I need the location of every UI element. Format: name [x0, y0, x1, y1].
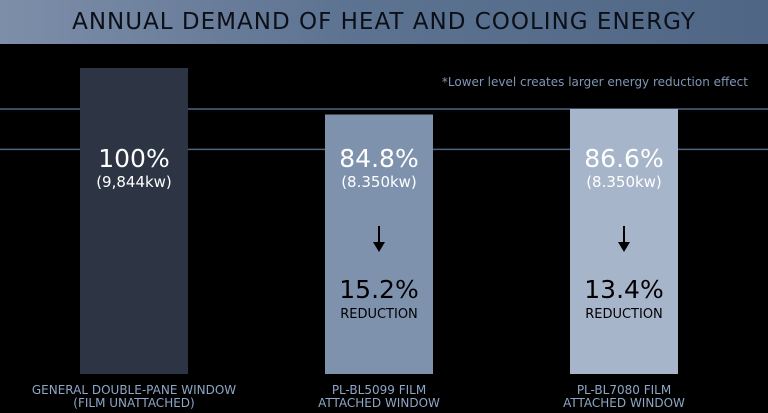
- bars-group: 100%(9,844kw)GENERAL DOUBLE-PANE WINDOW(…: [32, 68, 685, 410]
- bar-1: [80, 68, 188, 374]
- down-arrow-icon: [373, 226, 385, 252]
- chart-title: ANNUAL DEMAND OF HEAT AND COOLING ENERGY: [72, 9, 696, 35]
- chart-note: *Lower level creates larger energy reduc…: [442, 75, 748, 89]
- bar-group-1: 100%(9,844kw) GENERAL DOUBLE-PANE WINDOW(…: [32, 68, 236, 410]
- bar-group-2: 84.8%(8.350kw) 15.2% REDUCTION PL-BL5099 FI…: [318, 114, 440, 410]
- bar-kw-label-2: (8.350kw): [341, 173, 417, 191]
- category-label-1-line-2: (FILM UNATTACHED): [73, 396, 194, 410]
- category-label-1-line-1: GENERAL DOUBLE-PANE WINDOW: [32, 383, 236, 397]
- bar-chart: 100%(9,844kw)GENERAL DOUBLE-PANE WINDOW(…: [0, 68, 768, 410]
- reduction-percent-3: 13.4%: [584, 275, 663, 304]
- bar-kw-label-3: (8.350kw): [586, 173, 662, 191]
- reduction-label-3: REDUCTION: [585, 307, 663, 322]
- category-label-2-line-2: ATTACHED WINDOW: [318, 396, 440, 410]
- down-arrow-icon: [618, 226, 630, 252]
- chart-title-bar: ANNUAL DEMAND OF HEAT AND COOLING ENERGY: [0, 0, 768, 44]
- bar-value-label-3: 86.6%: [584, 144, 663, 173]
- bar-value-label-2: 84.8%: [339, 144, 418, 173]
- category-label-3-line-2: ATTACHED WINDOW: [563, 396, 685, 410]
- reduction-label-2: REDUCTION: [340, 307, 418, 322]
- bar-value-label-1: 100%: [98, 144, 169, 173]
- reduction-percent-2: 15.2%: [339, 275, 418, 304]
- category-label-2-line-1: PL-BL5099 FILM: [332, 383, 426, 397]
- bar-kw-label-1: (9,844kw): [96, 173, 172, 191]
- category-label-3-line-1: PL-BL7080 FILM: [577, 383, 671, 397]
- bar-group-3: 86.6%(8.350kw) 13.4% REDUCTION PL-BL7080 FI…: [563, 109, 685, 410]
